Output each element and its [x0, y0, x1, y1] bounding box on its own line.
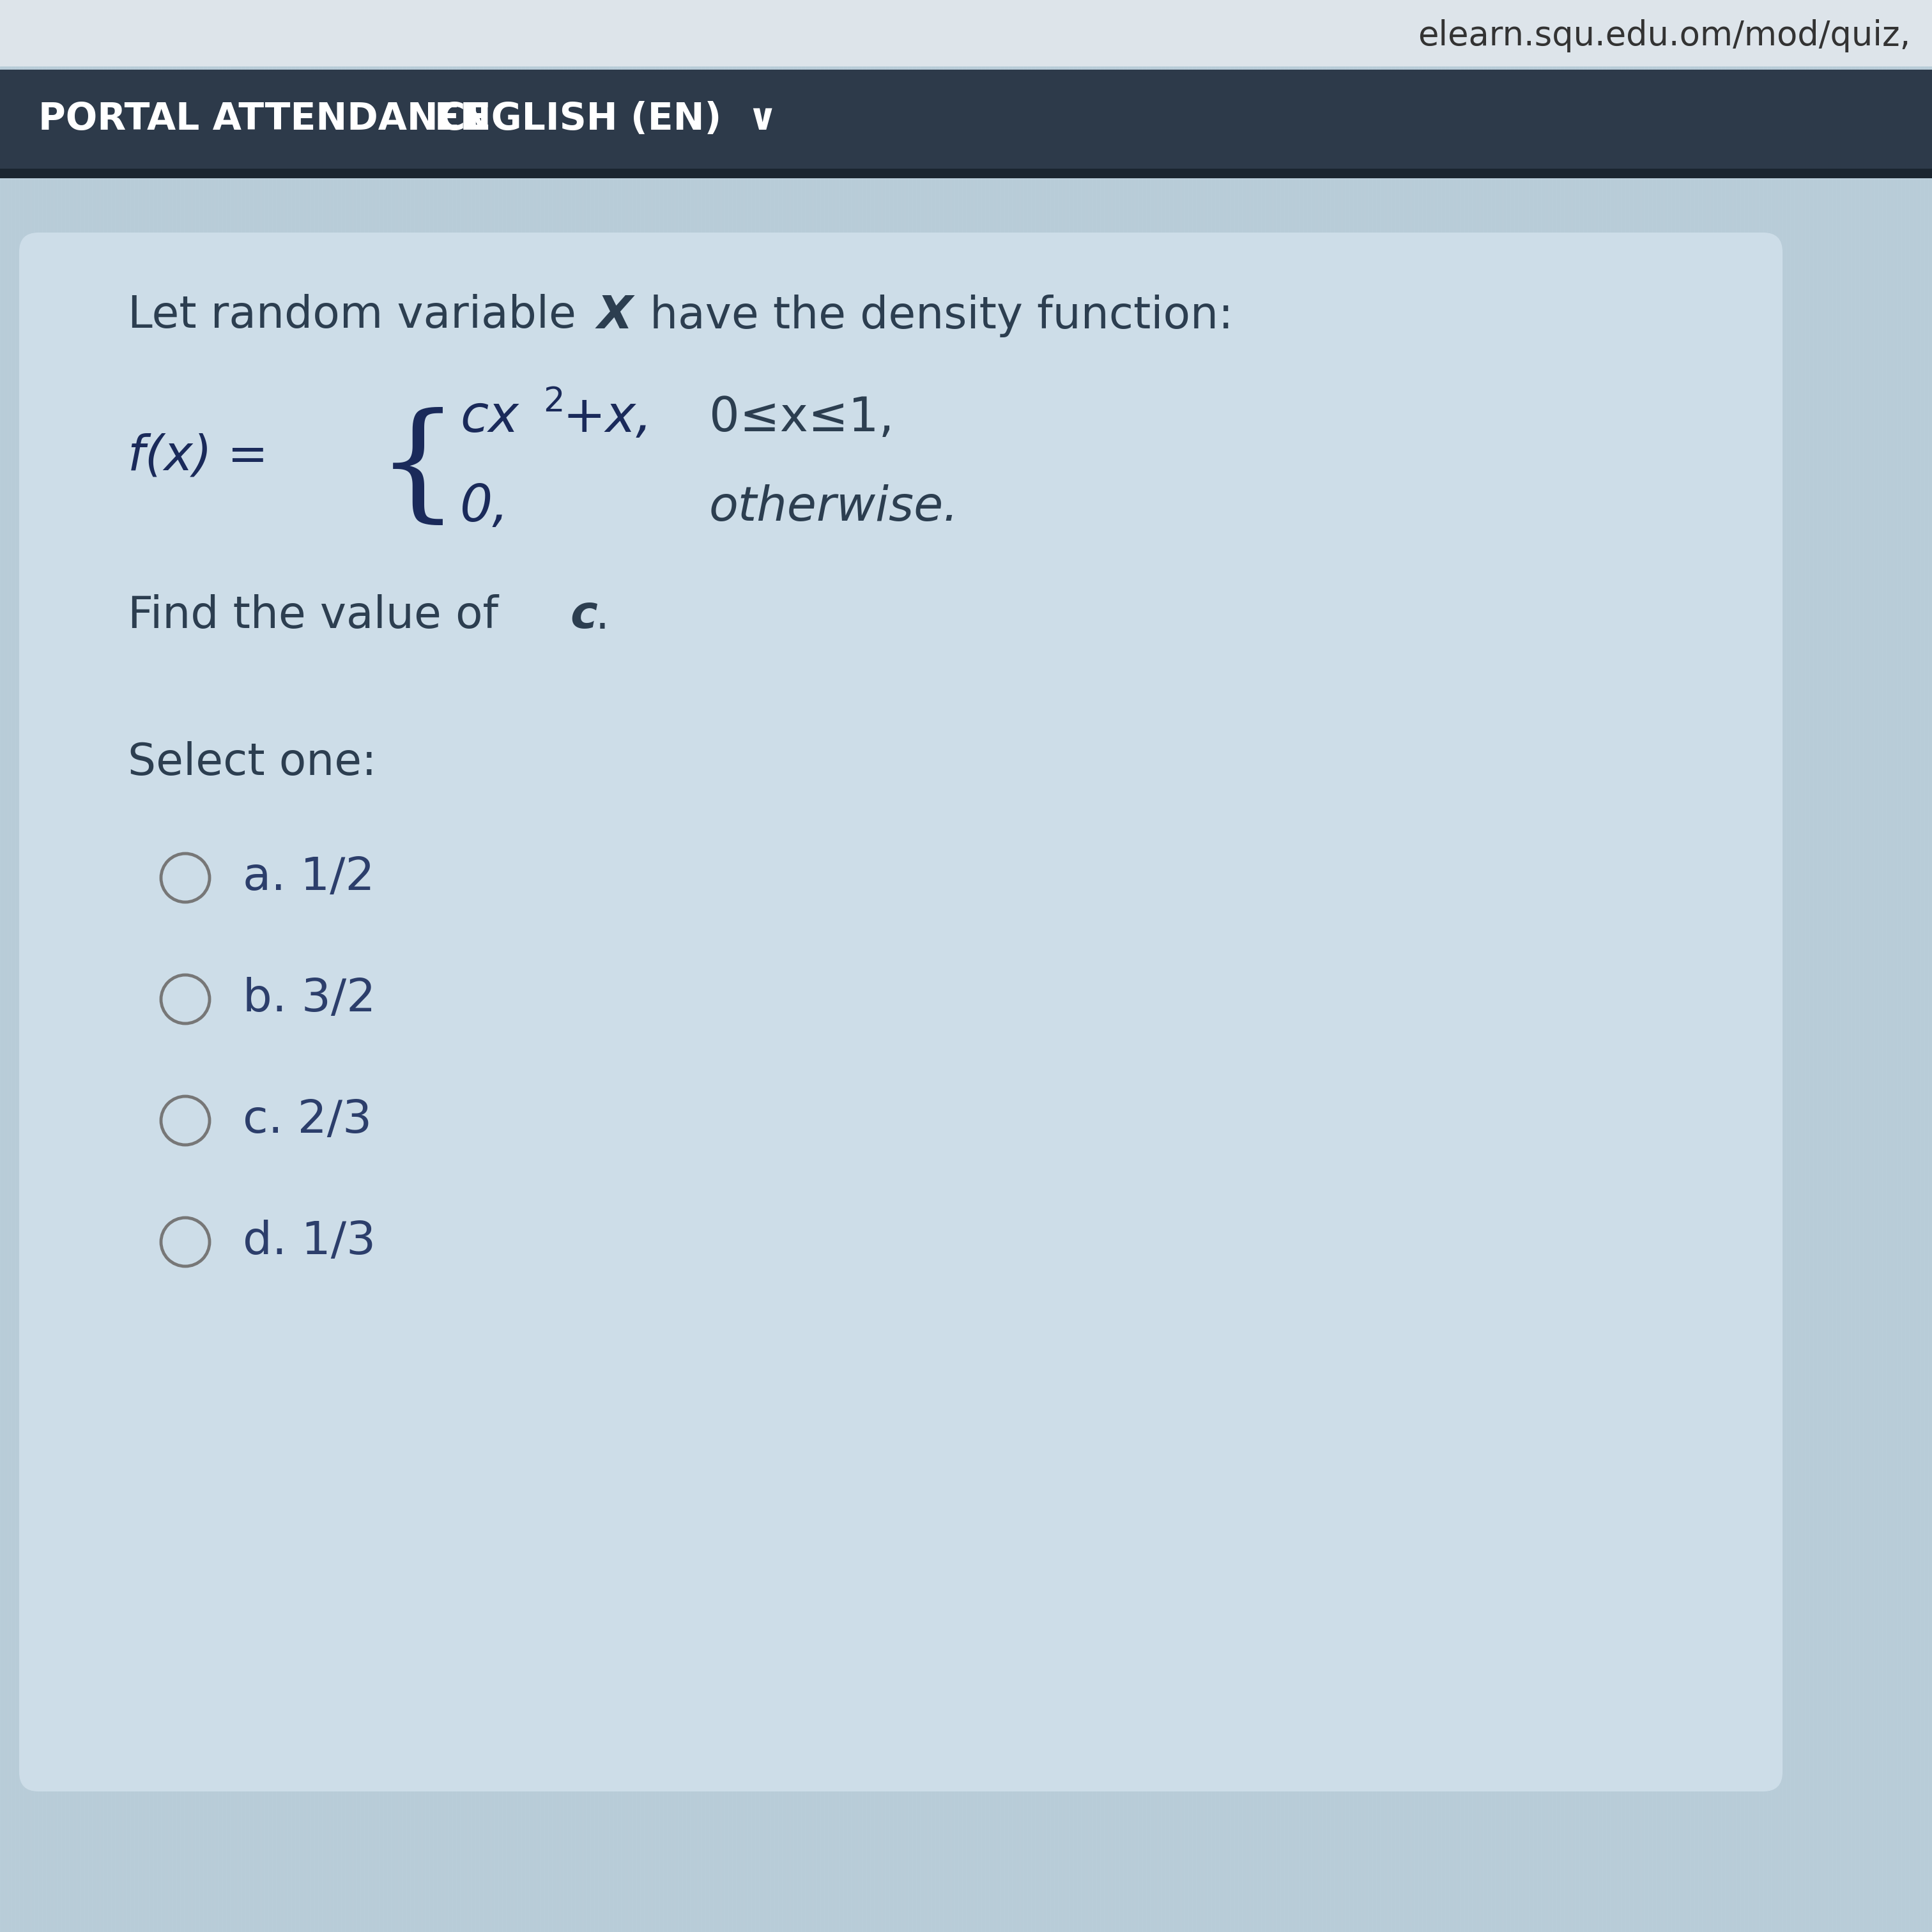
Text: Select one:: Select one:: [128, 742, 377, 784]
Text: have the density function:: have the density function:: [636, 294, 1233, 336]
Text: otherwise.: otherwise.: [709, 485, 958, 529]
Text: ENGLISH (EN)  ∨: ENGLISH (EN) ∨: [435, 100, 779, 137]
Text: 0≤x≤1,: 0≤x≤1,: [709, 394, 895, 440]
Text: f(x) =: f(x) =: [128, 433, 269, 479]
Bar: [0, 70, 1932, 168]
FancyBboxPatch shape: [19, 232, 1783, 1791]
Bar: [0, 0, 1932, 66]
Text: elearn.squ.edu.om/mod/quiz,: elearn.squ.edu.om/mod/quiz,: [1418, 19, 1911, 52]
Text: Let random variable: Let random variable: [128, 294, 591, 336]
Text: {: {: [377, 408, 458, 531]
Text: b. 3/2: b. 3/2: [243, 978, 377, 1022]
Text: a. 1/2: a. 1/2: [243, 856, 375, 900]
Text: cx: cx: [460, 392, 518, 442]
Text: c. 2/3: c. 2/3: [243, 1099, 373, 1142]
Text: PORTAL ATTENDANCE: PORTAL ATTENDANCE: [39, 100, 491, 137]
Text: 0,: 0,: [460, 483, 510, 531]
Text: 2: 2: [543, 384, 564, 419]
Text: +x,: +x,: [562, 392, 653, 442]
Bar: [0, 168, 1932, 178]
Text: d. 1/3: d. 1/3: [243, 1219, 375, 1264]
Text: Find the value of: Find the value of: [128, 595, 512, 638]
Text: c: c: [570, 593, 597, 638]
Text: X: X: [597, 294, 634, 338]
Text: .: .: [595, 595, 609, 638]
